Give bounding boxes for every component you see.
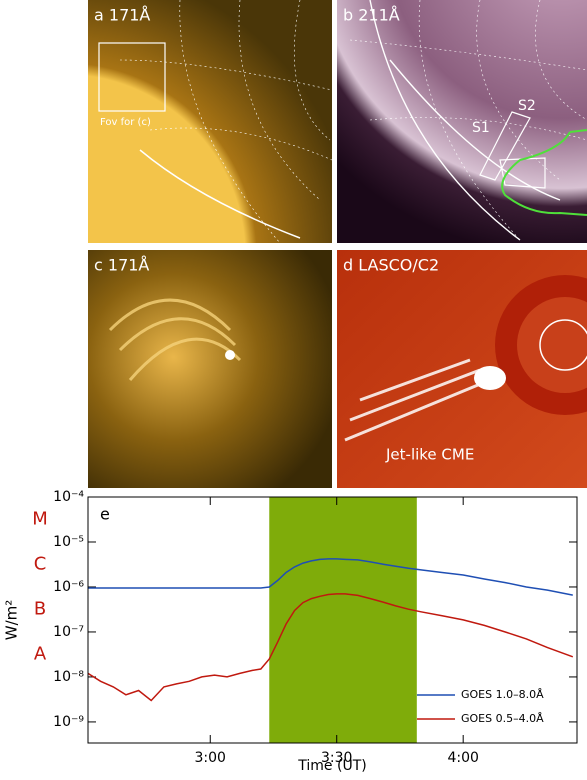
y-axis-label: W/m² bbox=[3, 600, 21, 641]
panel-label: a 171Å bbox=[94, 6, 150, 25]
jet-core bbox=[474, 366, 506, 390]
legend-label: GOES 0.5–4.0Å bbox=[461, 712, 544, 725]
y-tick-label: 10⁻⁸ bbox=[53, 669, 84, 685]
brightening bbox=[225, 350, 235, 360]
annotation: S1 bbox=[472, 120, 490, 136]
page: a 171Å Fov for (c) b 211Å S1 S2 c 171Å d… bbox=[0, 0, 587, 776]
class-label: C bbox=[34, 553, 47, 574]
class-label: M bbox=[32, 508, 48, 529]
x-axis-label: Time (UT) bbox=[297, 758, 366, 774]
y-tick-label: 10⁻⁷ bbox=[53, 624, 84, 640]
y-tick-label: 10⁻⁴ bbox=[53, 489, 84, 505]
x-tick-label: 4:00 bbox=[447, 750, 478, 766]
image bbox=[88, 250, 332, 488]
shaded-span bbox=[269, 497, 417, 743]
x-tick-label: 3:00 bbox=[195, 750, 226, 766]
panel-label: d LASCO/C2 bbox=[343, 256, 439, 275]
annotation: Jet-like CME bbox=[385, 446, 474, 464]
class-label: B bbox=[34, 598, 46, 619]
panel-d: d LASCO/C2 Jet-like CME bbox=[337, 250, 587, 488]
panel-label: e bbox=[100, 505, 110, 524]
annotation: Fov for (c) bbox=[100, 117, 151, 128]
panel-a: a 171Å Fov for (c) bbox=[88, 0, 332, 243]
y-tick-label: 10⁻⁹ bbox=[53, 714, 84, 730]
legend-label: GOES 1.0–8.0Å bbox=[461, 688, 544, 701]
y-tick-label: 10⁻⁶ bbox=[53, 579, 84, 595]
panel-label: c 171Å bbox=[94, 256, 149, 275]
image bbox=[337, 0, 587, 243]
class-label: A bbox=[34, 643, 47, 664]
panel-c: c 171Å bbox=[88, 250, 332, 488]
annotation: S2 bbox=[518, 98, 536, 114]
figure: a 171Å Fov for (c) b 211Å S1 S2 c 171Å d… bbox=[0, 0, 587, 776]
y-tick-label: 10⁻⁵ bbox=[53, 534, 84, 550]
panel-b: b 211Å S1 S2 bbox=[337, 0, 587, 243]
panel-label: b 211Å bbox=[343, 6, 400, 25]
